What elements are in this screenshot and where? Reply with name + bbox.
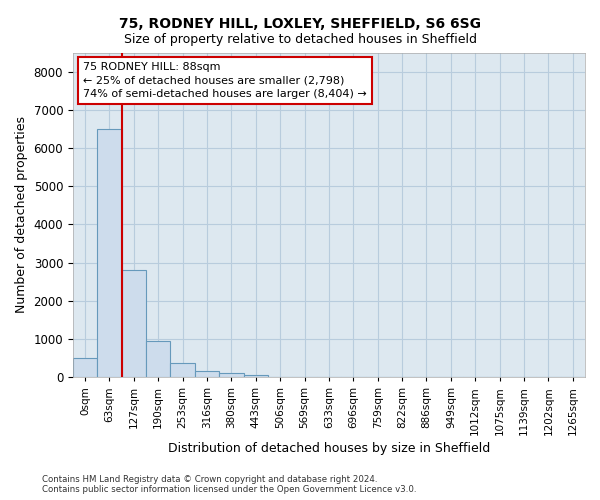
Bar — [73, 358, 97, 378]
Text: Size of property relative to detached houses in Sheffield: Size of property relative to detached ho… — [124, 32, 476, 46]
Bar — [219, 374, 244, 378]
Bar — [122, 270, 146, 378]
Text: Contains HM Land Registry data © Crown copyright and database right 2024.
Contai: Contains HM Land Registry data © Crown c… — [42, 474, 416, 494]
Bar — [146, 341, 170, 378]
Bar — [170, 363, 195, 378]
Text: 75, RODNEY HILL, LOXLEY, SHEFFIELD, S6 6SG: 75, RODNEY HILL, LOXLEY, SHEFFIELD, S6 6… — [119, 18, 481, 32]
Bar — [195, 371, 219, 378]
Y-axis label: Number of detached properties: Number of detached properties — [15, 116, 28, 314]
Text: 75 RODNEY HILL: 88sqm
← 25% of detached houses are smaller (2,798)
74% of semi-d: 75 RODNEY HILL: 88sqm ← 25% of detached … — [83, 62, 367, 98]
Bar — [244, 376, 268, 378]
X-axis label: Distribution of detached houses by size in Sheffield: Distribution of detached houses by size … — [168, 442, 490, 455]
Bar — [97, 129, 122, 378]
